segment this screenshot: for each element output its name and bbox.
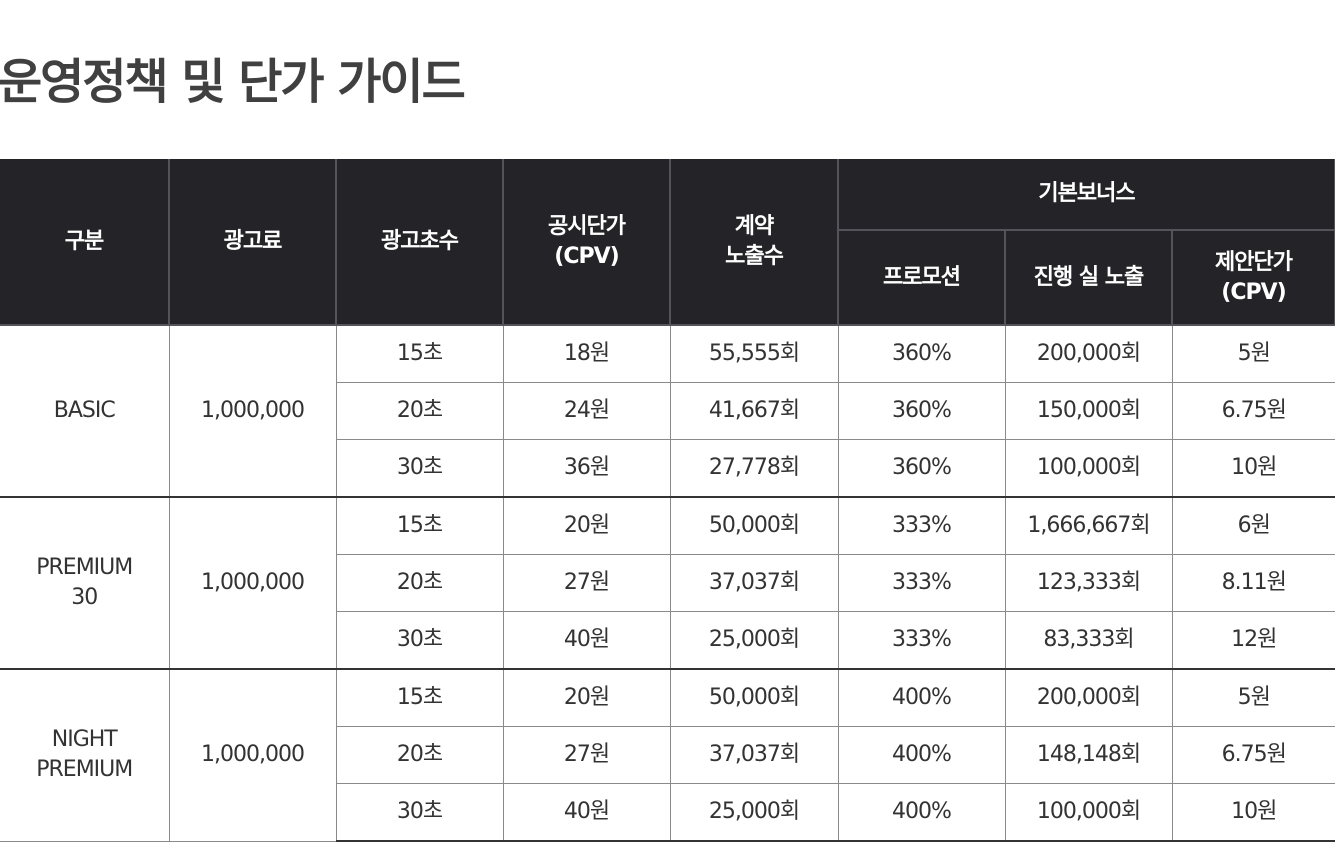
table-row: 20초 27원 37,037회 333% 123,333회 8.11원 (0, 554, 1335, 612)
table-row: NIGHT PREMIUM 1,000,000 15초 20원 50,000회 … (0, 668, 1335, 842)
header-ad-seconds: 광고초수 (335, 159, 504, 326)
header-bonus: 기본보너스 (837, 159, 1335, 231)
table-header: 구분 광고료 광고초수 공시단가 (CPV) 계약 노출수 기본보너스 프로모션… (0, 159, 1335, 326)
contract-views-cell: 37,037회 (669, 554, 839, 612)
seconds-cell: 20초 (336, 382, 504, 440)
header-category: 구분 (0, 159, 170, 326)
list-price-cell: 24원 (502, 382, 671, 440)
contract-views-cell: 37,037회 (669, 726, 839, 784)
actual-views-cell: 200,000회 (1004, 668, 1173, 727)
seconds-cell: 15초 (335, 496, 504, 555)
actual-views-cell: 148,148회 (1004, 726, 1173, 784)
contract-views-cell: 50,000회 (669, 668, 839, 727)
contract-views-cell: 55,555회 (669, 324, 839, 383)
actual-views-cell: 123,333회 (1004, 554, 1173, 612)
seconds-cell: 20초 (336, 554, 504, 612)
list-price-cell: 20원 (502, 496, 671, 555)
header-actual-views: 진행 실 노출 (1004, 230, 1173, 326)
fee-cell: 1,000,000 (168, 668, 337, 842)
seconds-cell: 20초 (336, 726, 504, 784)
proposed-price-cell: 6원 (1171, 496, 1335, 555)
seconds-cell: 30초 (336, 611, 504, 670)
list-price-cell: 18원 (502, 324, 671, 383)
list-price-cell: 40원 (502, 611, 671, 670)
promotion-cell: 360% (837, 382, 1006, 440)
seconds-cell: 30초 (336, 439, 504, 498)
actual-views-cell: 100,000회 (1004, 439, 1173, 498)
promotion-cell: 400% (837, 668, 1006, 727)
promotion-cell: 360% (837, 439, 1006, 498)
table-row: 30초 36원 27,778회 360% 100,000회 10원 (0, 439, 1335, 498)
list-price-cell: 27원 (502, 554, 671, 612)
table-row: 20초 27원 37,037회 400% 148,148회 6.75원 (0, 726, 1335, 784)
contract-views-cell: 41,667회 (669, 382, 839, 440)
header-contract-views: 계약 노출수 (669, 159, 839, 326)
fee-cell: 1,000,000 (168, 496, 337, 670)
category-cell: BASIC (0, 324, 170, 498)
proposed-price-cell: 6.75원 (1171, 726, 1335, 784)
fee-cell: 1,000,000 (168, 324, 337, 498)
actual-views-cell: 83,333회 (1004, 611, 1173, 670)
header-promotion: 프로모션 (838, 230, 1006, 326)
proposed-price-cell: 5원 (1171, 668, 1335, 727)
promotion-cell: 333% (837, 554, 1006, 612)
proposed-price-cell: 8.11원 (1171, 554, 1335, 612)
list-price-cell: 20원 (502, 668, 671, 727)
seconds-cell: 15초 (335, 324, 504, 383)
header-ad-fee: 광고료 (168, 159, 337, 326)
seconds-cell: 30초 (336, 783, 504, 842)
promotion-cell: 400% (837, 726, 1006, 784)
seconds-cell: 15초 (335, 668, 504, 727)
table-body: BASIC 1,000,000 15초 18원 55,555회 360% 200… (0, 324, 1335, 842)
promotion-cell: 333% (837, 611, 1006, 670)
list-price-cell: 27원 (502, 726, 671, 784)
contract-views-cell: 50,000회 (669, 496, 839, 555)
pricing-table: 구분 광고료 광고초수 공시단가 (CPV) 계약 노출수 기본보너스 프로모션… (0, 159, 1335, 842)
category-cell: PREMIUM 30 (0, 496, 170, 670)
actual-views-cell: 200,000회 (1004, 324, 1173, 383)
actual-views-cell: 150,000회 (1004, 382, 1173, 440)
proposed-price-cell: 5원 (1171, 324, 1335, 383)
list-price-cell: 36원 (502, 439, 671, 498)
proposed-price-cell: 6.75원 (1171, 382, 1335, 440)
category-cell: NIGHT PREMIUM (0, 668, 170, 842)
promotion-cell: 360% (837, 324, 1006, 383)
contract-views-cell: 27,778회 (669, 439, 839, 498)
list-price-cell: 40원 (502, 783, 671, 842)
page-title: 운영정책 및 단가 가이드 (0, 54, 466, 110)
contract-views-cell: 25,000회 (669, 611, 839, 670)
header-list-price: 공시단가 (CPV) (502, 159, 671, 326)
promotion-cell: 333% (837, 496, 1006, 555)
table-row: BASIC 1,000,000 15초 18원 55,555회 360% 200… (0, 324, 1335, 498)
actual-views-cell: 1,666,667회 (1004, 496, 1173, 555)
header-proposed-price: 제안단가 (CPV) (1171, 230, 1335, 326)
table-row: PREMIUM 30 1,000,000 15초 20원 50,000회 333… (0, 496, 1335, 670)
actual-views-cell: 100,000회 (1004, 783, 1173, 842)
contract-views-cell: 25,000회 (669, 783, 839, 842)
table-row: 20초 24원 41,667회 360% 150,000회 6.75원 (0, 382, 1335, 440)
proposed-price-cell: 12원 (1171, 611, 1335, 670)
proposed-price-cell: 10원 (1171, 439, 1335, 498)
proposed-price-cell: 10원 (1171, 783, 1335, 842)
promotion-cell: 400% (837, 783, 1006, 842)
